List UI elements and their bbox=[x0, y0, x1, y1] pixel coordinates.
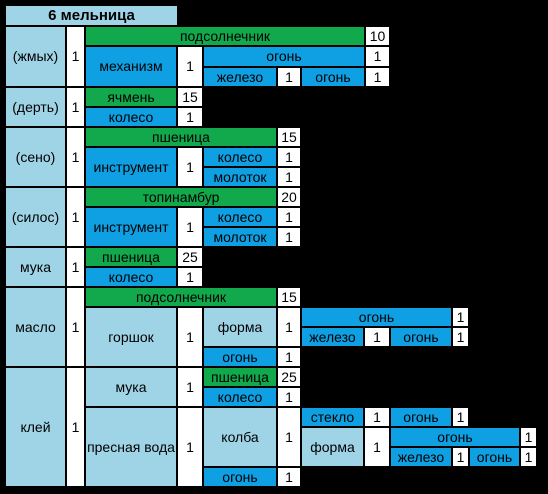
ingredient-qty: 1 bbox=[277, 227, 301, 247]
ingredient-qty: 1 bbox=[177, 367, 203, 407]
ingredient-qty: 1 bbox=[277, 467, 301, 487]
ingredient-qty: 1 bbox=[177, 407, 203, 487]
sheet-title: 6 мельница bbox=[5, 5, 178, 26]
ingredient-wheat: пшеница bbox=[203, 367, 277, 387]
ingredient-qty: 1 bbox=[364, 407, 390, 427]
ingredient-tool: инструмент bbox=[85, 207, 177, 247]
ingredient-form: форма bbox=[301, 427, 364, 467]
ingredient-fire: огонь bbox=[390, 327, 452, 347]
recipe-qty: 1 bbox=[66, 87, 85, 127]
recipe-label-maslo: масло bbox=[5, 287, 66, 367]
recipe-label-seno: (сено) bbox=[5, 127, 66, 187]
recipe-label-zhmyh: (жмых) bbox=[5, 26, 66, 87]
ingredient-qty: 1 bbox=[364, 427, 390, 467]
ingredient-wheel: колесо bbox=[203, 147, 277, 167]
ingredient-barley: ячмень bbox=[85, 87, 177, 107]
ingredient-qty: 25 bbox=[177, 247, 203, 267]
ingredient-qty: 1 bbox=[365, 67, 390, 87]
ingredient-fire: огонь bbox=[301, 67, 365, 87]
ingredient-fire: огонь bbox=[203, 347, 277, 367]
ingredient-qty: 10 bbox=[365, 26, 390, 46]
ingredient-qty: 1 bbox=[277, 407, 301, 467]
ingredient-qty: 1 bbox=[277, 67, 301, 87]
ingredient-flour: мука bbox=[85, 367, 177, 407]
ingredient-qty: 1 bbox=[277, 147, 301, 167]
ingredient-qty: 20 bbox=[277, 187, 301, 207]
ingredient-qty: 1 bbox=[177, 107, 203, 127]
ingredient-qty: 15 bbox=[277, 287, 301, 307]
ingredient-mechanism: механизм bbox=[85, 46, 177, 87]
ingredient-qty: 1 bbox=[177, 207, 203, 247]
ingredient-topinambur: топинамбур bbox=[85, 187, 277, 207]
recipe-qty: 1 bbox=[66, 287, 85, 367]
ingredient-wheel: колесо bbox=[85, 107, 177, 127]
ingredient-qty: 1 bbox=[277, 167, 301, 187]
ingredient-wheel: колесо bbox=[203, 387, 277, 407]
ingredient-qty: 1 bbox=[520, 427, 537, 447]
ingredient-fire: огонь bbox=[203, 467, 277, 487]
ingredient-tool: инструмент bbox=[85, 147, 177, 187]
recipe-qty: 1 bbox=[66, 187, 85, 247]
ingredient-qty: 1 bbox=[277, 207, 301, 227]
ingredient-qty: 1 bbox=[177, 46, 203, 87]
ingredient-qty: 15 bbox=[277, 127, 301, 147]
ingredient-qty: 1 bbox=[177, 267, 203, 287]
ingredient-form: форма bbox=[203, 307, 277, 347]
ingredient-sunflower: подсолнечник bbox=[85, 26, 365, 46]
ingredient-fresh-water: пресная вода bbox=[85, 407, 177, 487]
ingredient-glass: стекло bbox=[301, 407, 364, 427]
ingredient-fire: огонь bbox=[390, 407, 452, 427]
ingredient-flask: колба bbox=[203, 407, 277, 467]
recipe-qty: 1 bbox=[66, 247, 85, 287]
ingredient-qty: 1 bbox=[364, 327, 390, 347]
ingredient-wheat: пшеница bbox=[85, 247, 177, 267]
ingredient-qty: 1 bbox=[452, 307, 469, 327]
ingredient-wheel: колесо bbox=[85, 267, 177, 287]
ingredient-fire: огонь bbox=[301, 307, 452, 327]
ingredient-qty: 1 bbox=[177, 307, 203, 367]
ingredient-qty: 1 bbox=[452, 327, 469, 347]
ingredient-qty: 1 bbox=[520, 447, 537, 467]
ingredient-qty: 1 bbox=[365, 46, 390, 67]
ingredient-fire: огонь bbox=[469, 447, 520, 467]
recipe-qty: 1 bbox=[66, 367, 85, 487]
ingredient-wheel: колесо bbox=[203, 207, 277, 227]
ingredient-hammer: молоток bbox=[203, 227, 277, 247]
recipe-label-muka: мука bbox=[5, 247, 66, 287]
ingredient-qty: 25 bbox=[277, 367, 301, 387]
ingredient-hammer: молоток bbox=[203, 167, 277, 187]
ingredient-fire: огонь bbox=[390, 427, 520, 447]
ingredient-iron: железо bbox=[390, 447, 452, 467]
recipe-label-klei: клей bbox=[5, 367, 66, 487]
ingredient-iron: железо bbox=[203, 67, 277, 87]
ingredient-iron: железо bbox=[301, 327, 364, 347]
ingredient-qty: 15 bbox=[177, 87, 203, 107]
ingredient-wheat: пшеница bbox=[85, 127, 277, 147]
ingredient-sunflower: подсолнечник bbox=[85, 287, 277, 307]
ingredient-qty: 1 bbox=[177, 147, 203, 187]
recipe-label-silos: (силос) bbox=[5, 187, 66, 247]
ingredient-qty: 1 bbox=[452, 407, 469, 427]
recipe-label-dert: (дерть) bbox=[5, 87, 66, 127]
ingredient-qty: 1 bbox=[277, 387, 301, 407]
ingredient-qty: 1 bbox=[277, 347, 301, 367]
ingredient-pot: горшок bbox=[85, 307, 177, 367]
ingredient-qty: 1 bbox=[452, 447, 469, 467]
recipe-qty: 1 bbox=[66, 26, 85, 87]
recipe-qty: 1 bbox=[66, 127, 85, 187]
ingredient-qty: 1 bbox=[277, 307, 301, 347]
ingredient-fire: огонь bbox=[203, 46, 365, 67]
